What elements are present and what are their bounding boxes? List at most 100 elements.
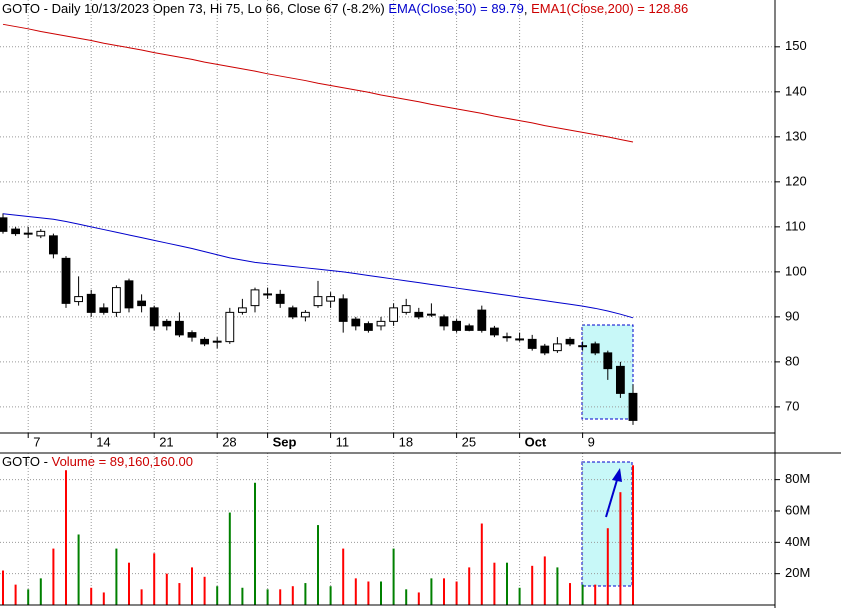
volume-bar <box>556 567 559 605</box>
volume-bar <box>619 492 622 605</box>
candle-body <box>74 296 84 303</box>
volume-bar <box>90 587 93 605</box>
volume-bar <box>216 586 219 605</box>
volume-bar <box>480 523 483 605</box>
candle-body <box>502 336 512 339</box>
arrow-shaft <box>605 479 618 518</box>
volume-bar <box>39 578 42 605</box>
volume-bar <box>228 512 231 605</box>
candle-body <box>540 345 550 354</box>
volume-bar <box>279 589 282 605</box>
volume-bar <box>354 578 357 605</box>
candle-body <box>389 307 399 322</box>
candle-body <box>111 287 121 313</box>
y-tick-label: 20M <box>785 565 810 580</box>
y-tick-label: 60M <box>785 502 810 517</box>
legend-entry: EMA1(Close,200) = 128.86 <box>531 1 688 16</box>
volume-bar <box>52 548 55 605</box>
candle-body <box>124 280 134 309</box>
candle-body <box>615 365 625 394</box>
candle-body <box>0 217 8 232</box>
candle-body <box>426 313 436 316</box>
volume-bar <box>254 482 256 605</box>
y-tick-label: 80 <box>785 353 799 368</box>
candle-body <box>439 316 449 327</box>
candle-body <box>326 296 336 302</box>
candle-body <box>590 343 600 354</box>
candle-body <box>363 323 373 331</box>
x-tick-label: 28 <box>222 434 236 449</box>
candle-body <box>515 338 525 341</box>
x-tick-label: 25 <box>462 434 476 449</box>
y-tick-label: 120 <box>785 173 807 188</box>
volume-bar <box>241 587 244 605</box>
candle-body <box>603 352 613 370</box>
volume-bar <box>153 553 156 605</box>
y-tick-label: 40M <box>785 534 810 549</box>
volume-bar <box>594 584 597 605</box>
volume-bar <box>506 562 508 605</box>
x-tick-label: 9 <box>588 434 595 449</box>
candle-body <box>187 332 197 338</box>
candle-body <box>23 232 33 235</box>
volume-bar <box>27 589 30 605</box>
volume-bar <box>606 528 609 605</box>
x-tick-label: Sep <box>273 434 297 449</box>
y-tick-label: 70 <box>785 398 799 413</box>
candle-body <box>200 338 210 345</box>
candle-body <box>162 320 172 327</box>
volume-bar <box>342 548 345 605</box>
volume-bar <box>430 578 433 605</box>
volume-bar <box>632 465 634 605</box>
volume-bar <box>493 562 496 605</box>
candle-body <box>250 289 260 307</box>
candle-body <box>489 327 499 336</box>
candle-body <box>36 230 46 237</box>
volume-bar <box>2 570 4 605</box>
candle-body <box>212 340 222 343</box>
volume-bar <box>581 584 584 605</box>
x-tick-label: 11 <box>336 434 350 449</box>
volume-bar <box>65 470 67 605</box>
legend-entry: EMA(Close,50) = 89.79 <box>388 1 523 16</box>
candle-body <box>351 318 361 327</box>
volume-bar <box>178 583 181 605</box>
volume-bar <box>367 581 370 605</box>
candle-body <box>414 311 424 318</box>
candle-body <box>11 228 21 235</box>
x-tick-label: Oct <box>525 434 547 449</box>
volume-bar <box>455 581 458 605</box>
arrow-head <box>612 468 622 482</box>
volume-bar <box>317 525 319 605</box>
annotation-arrow <box>605 468 622 518</box>
volume-bar <box>77 534 80 605</box>
candle-body <box>552 343 562 352</box>
candle-body <box>137 300 147 307</box>
volume-bar <box>304 583 307 605</box>
candle-body <box>61 257 71 304</box>
volume-bar <box>266 589 269 605</box>
volume-bar <box>380 581 382 605</box>
legend-entry: Volume = 89,160,160.00 <box>52 454 193 469</box>
candle-body <box>225 311 235 343</box>
candle-body <box>263 293 273 296</box>
x-tick-label: 14 <box>96 434 110 449</box>
candle-body <box>86 293 96 313</box>
candle-body <box>237 307 247 313</box>
candle-body <box>338 298 348 322</box>
ema-line <box>2 213 634 319</box>
volume-bar <box>569 583 571 605</box>
candle-body <box>149 307 159 327</box>
candle-body <box>288 307 298 318</box>
candle-body <box>313 296 323 307</box>
chart-title: GOTO - Daily 10/13/2023 Open 73, Hi 75, … <box>2 1 385 16</box>
volume-bar <box>140 589 143 605</box>
volume-bar <box>115 548 118 605</box>
y-tick-label: 150 <box>785 38 807 53</box>
volume-bar <box>443 578 445 605</box>
marks <box>0 23 638 605</box>
volume-bar <box>291 586 294 605</box>
candle-body <box>565 338 575 345</box>
volume-bar <box>531 565 534 605</box>
